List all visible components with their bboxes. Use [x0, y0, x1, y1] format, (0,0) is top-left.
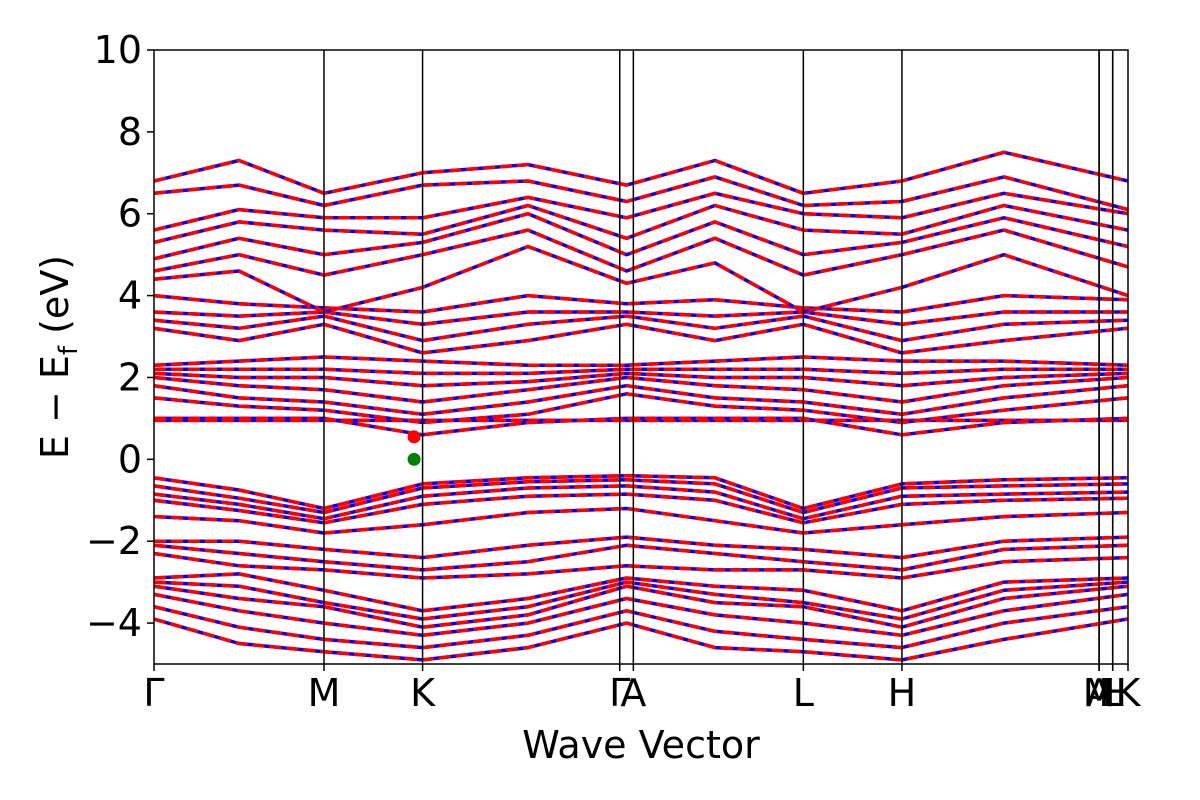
- band-13-spin-down: [154, 617, 1128, 662]
- band-4-spin-down: [154, 506, 1128, 535]
- band-32-spin-down: [154, 150, 1128, 196]
- y-tick-label-6: 8: [118, 110, 142, 154]
- y-tick-label-0: −4: [86, 601, 142, 645]
- x-tick-label-8: M: [1083, 671, 1116, 715]
- band-9-spin-down: [154, 580, 1128, 621]
- band-24-spin-down: [154, 310, 1128, 327]
- x-tick-label-5: L: [793, 671, 814, 715]
- x-tick-label-2: K: [410, 671, 436, 715]
- band-18-spin-down: [154, 375, 1128, 404]
- band-edge-markers: [407, 430, 421, 466]
- y-tick-label-7: 10: [94, 28, 142, 72]
- x-tick-label-4: A: [620, 671, 646, 715]
- x-tick-label-6: H: [888, 671, 917, 715]
- band-27-spin-down: [154, 228, 1128, 277]
- band-3-spin-down: [154, 492, 1128, 525]
- band-20-spin-down: [154, 367, 1128, 376]
- y-tick-label-4: 4: [118, 274, 142, 318]
- y-tick-label-1: −2: [86, 519, 142, 563]
- x-tick-label-1: M: [308, 671, 341, 715]
- band-17-spin-down: [154, 383, 1128, 417]
- band-23-spin-down: [154, 314, 1128, 343]
- x-tick-label-3: Γ: [609, 671, 630, 715]
- band-26-spin-down: [154, 244, 1128, 314]
- band-16-spin-down: [154, 392, 1128, 425]
- x-axis-title: Wave Vector: [522, 723, 760, 767]
- y-axis-title-unit: (eV): [33, 255, 77, 346]
- band-30-spin-down: [154, 191, 1128, 232]
- y-axis-ticks: −4 −2 0 2 4 6 8 10: [86, 28, 154, 645]
- band-19-spin-down: [154, 371, 1128, 388]
- x-tick-label-0: Γ: [143, 671, 164, 715]
- band-15-spin-down: [154, 416, 1128, 437]
- y-tick-label-3: 2: [118, 355, 142, 399]
- band-7-spin-down: [154, 551, 1128, 580]
- x-tick-label-9: L: [1102, 671, 1123, 715]
- band-2-spin-down: [154, 484, 1128, 521]
- y-tick-label-2: 0: [118, 437, 142, 481]
- y-axis-title-subscript: f: [54, 345, 84, 355]
- y-axis-title: E − Ef (eV): [33, 255, 84, 459]
- band-1-spin-down: [154, 478, 1128, 515]
- marker-vbm: [407, 452, 421, 466]
- band-31-spin-down: [154, 175, 1128, 212]
- band-8-spin-down: [154, 572, 1128, 613]
- marker-cbm: [407, 430, 421, 444]
- band-29-spin-down: [154, 203, 1128, 245]
- bands-layer: [154, 150, 1128, 662]
- y-tick-label-5: 6: [118, 192, 142, 236]
- plot-frame: [153, 49, 1129, 665]
- band-5-spin-down: [154, 535, 1128, 560]
- band-22-spin-down: [154, 322, 1128, 355]
- band-12-spin-down: [154, 604, 1128, 650]
- band-0-spin-down: [154, 473, 1128, 511]
- y-axis-title-main: E − E: [33, 355, 77, 459]
- band-25-spin-down: [154, 293, 1128, 314]
- band-11-spin-down: [154, 592, 1128, 638]
- x-tick-label-10: H: [1098, 671, 1127, 715]
- high-symmetry-lines: [323, 50, 1114, 664]
- band-21-spin-down: [154, 355, 1128, 367]
- band-28-spin-down: [154, 211, 1128, 261]
- x-tick-label-7: A: [1086, 671, 1112, 715]
- band-10-spin-down: [154, 584, 1128, 629]
- band-6-spin-down: [154, 543, 1128, 572]
- x-tick-label-11: K: [1116, 671, 1142, 715]
